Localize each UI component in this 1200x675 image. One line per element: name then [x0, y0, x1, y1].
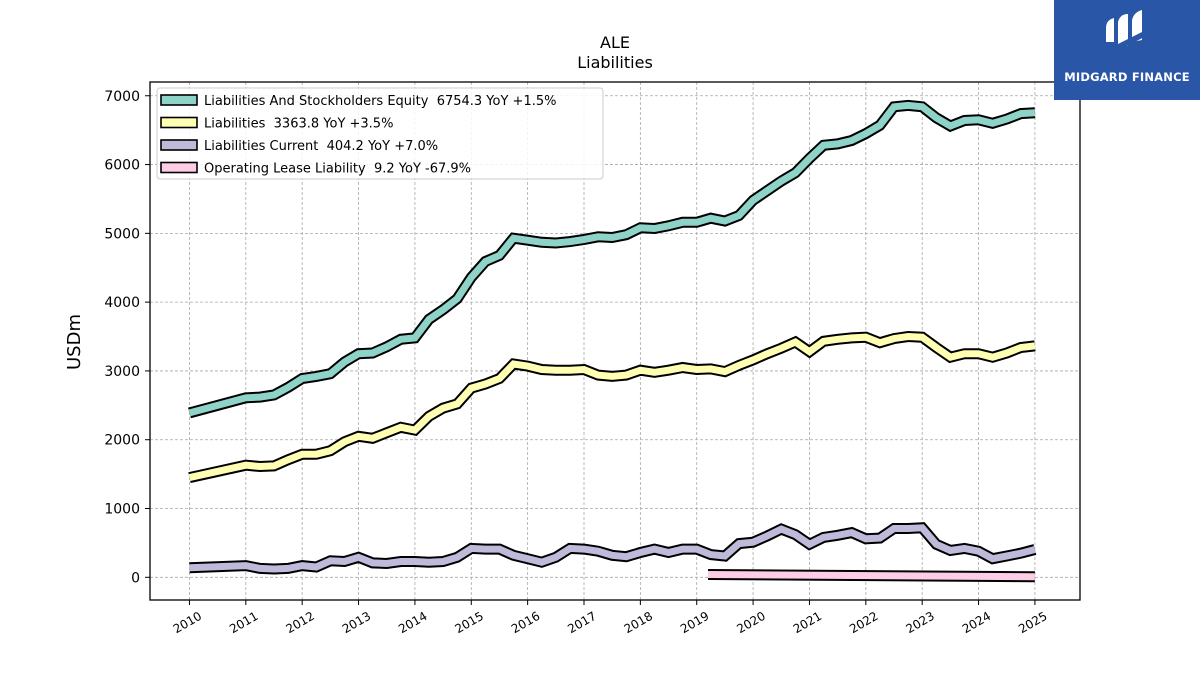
- y-tick-label: 0: [131, 570, 140, 586]
- legend-swatch: [160, 161, 198, 174]
- legend-box: [156, 87, 604, 180]
- legend-label: Liabilities And Stockholders Equity 6754…: [204, 94, 556, 109]
- y-tick-label: 5000: [104, 226, 140, 242]
- series-line: [188, 101, 1036, 417]
- chart-subtitle: Liabilities: [577, 53, 653, 72]
- legend-label: Operating Lease Liability 9.2 YoY -67.9%: [204, 162, 471, 177]
- brand-name: MIDGARD FINANCE: [1064, 70, 1190, 84]
- series-layer: [188, 99, 1037, 583]
- y-tick-label: 3000: [104, 364, 140, 380]
- legend-label: Liabilities Current 404.2 YoY +7.0%: [204, 139, 438, 154]
- y-tick-label: 1000: [104, 502, 140, 518]
- plot-frame: [149, 81, 1081, 601]
- y-axis-label: USDm: [64, 314, 85, 370]
- y-tick-label: 7000: [104, 89, 140, 105]
- y-tick-label: 4000: [104, 295, 140, 311]
- legend-swatch: [160, 94, 198, 106]
- legend: Liabilities And Stockholders Equity 6754…: [156, 87, 604, 180]
- brand-logo-mark-icon: [1106, 10, 1146, 54]
- series-line: [189, 524, 1036, 573]
- chart-title: ALE: [600, 33, 630, 52]
- brand-logo: MIDGARD FINANCE: [1054, 0, 1200, 100]
- y-tick-label: 6000: [104, 158, 140, 174]
- legend-swatch: [160, 139, 198, 151]
- y-tick-label: 2000: [104, 433, 140, 449]
- series-line: [707, 571, 1035, 581]
- legend-label: Liabilities 3363.8 YoY +3.5%: [204, 117, 393, 132]
- series-line: [188, 332, 1036, 482]
- legend-swatch: [160, 116, 198, 129]
